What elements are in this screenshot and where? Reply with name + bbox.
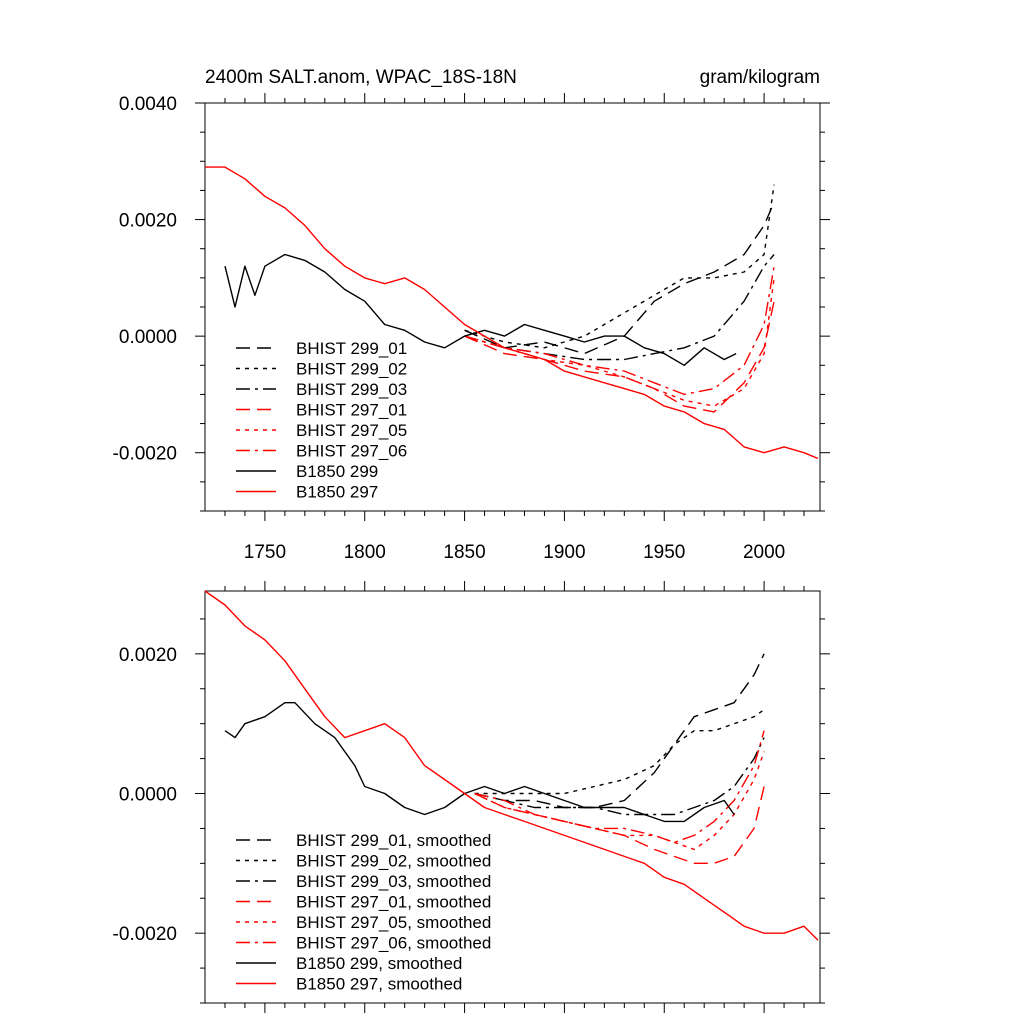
x-tick-label: 2000: [743, 542, 785, 563]
series-line-bhist-297-05: [464, 277, 775, 407]
y-tick-label: 0.0040: [119, 94, 177, 115]
series-line-bhist-297-01: [464, 301, 775, 413]
series-line-bhist-299-03: [464, 254, 775, 361]
legend-label: BHIST 299_03: [296, 380, 407, 399]
x-tick-label: 1850: [443, 542, 485, 563]
legend-label: B1850 299: [296, 462, 378, 481]
series-line-b1850-297-smoothed: [204, 590, 819, 941]
series-line-bhist-297-06-smoothed: [474, 730, 765, 844]
legend-label: B1850 299, smoothed: [296, 954, 462, 973]
series-line-bhist-299-03-smoothed: [474, 737, 765, 816]
legend-label: B1850 297: [296, 483, 378, 502]
legend-label: BHIST 297_05, smoothed: [296, 913, 491, 932]
chart-title: 2400m SALT.anom, WPAC_18S-18N: [205, 67, 517, 88]
legend-label: BHIST 297_06: [296, 442, 407, 461]
legend-label: BHIST 297_06, smoothed: [296, 934, 491, 953]
legend-label: BHIST 297_01, smoothed: [296, 893, 491, 912]
y-tick-label: 0.0020: [119, 645, 177, 666]
series-line-bhist-299-01-smoothed: [474, 653, 765, 809]
units-label: gram/kilogram: [700, 67, 820, 88]
series-line-b1850-299: [224, 253, 737, 366]
legend-label: BHIST 297_05: [296, 421, 407, 440]
y-tick-label: 0.0020: [119, 211, 177, 232]
legend-label: BHIST 299_03, smoothed: [296, 872, 491, 891]
x-tick-label: 1900: [543, 542, 585, 563]
x-tick-label: 1950: [643, 542, 685, 563]
y-tick-label: 0.0000: [119, 785, 177, 806]
top-panel: 2400m SALT.anom, WPAC_18S-18N gram/kilogr…: [113, 67, 830, 563]
series-line-bhist-299-02: [464, 184, 775, 349]
plot-frame: [204, 590, 821, 1004]
x-tick-label: 1750: [244, 542, 286, 563]
y-tick-label: -0.0020: [113, 924, 177, 945]
legend-label: BHIST 299_01, smoothed: [296, 831, 491, 850]
series-line-bhist-299-01: [464, 201, 775, 355]
series-line-b1850-297: [205, 166, 819, 460]
legend-label: B1850 297, smoothed: [296, 975, 462, 994]
series-line-bhist-299-02-smoothed: [474, 709, 765, 795]
legend-label: BHIST 297_01: [296, 401, 407, 420]
bottom-panel: -0.0020 0.0000 0.0020 BHIST 299_01, smoothe…: [113, 581, 830, 1013]
legend-label: BHIST 299_01: [296, 339, 407, 358]
series-line-bhist-297-06: [464, 266, 775, 396]
legend-label: BHIST 299_02: [296, 360, 407, 379]
x-tick-label: 1800: [344, 542, 386, 563]
y-tick-label: 0.0000: [119, 327, 177, 348]
y-tick-label: -0.0020: [113, 444, 177, 465]
series-line-bhist-297-01-smoothed: [474, 786, 765, 864]
legend-label: BHIST 299_02, smoothed: [296, 852, 491, 871]
